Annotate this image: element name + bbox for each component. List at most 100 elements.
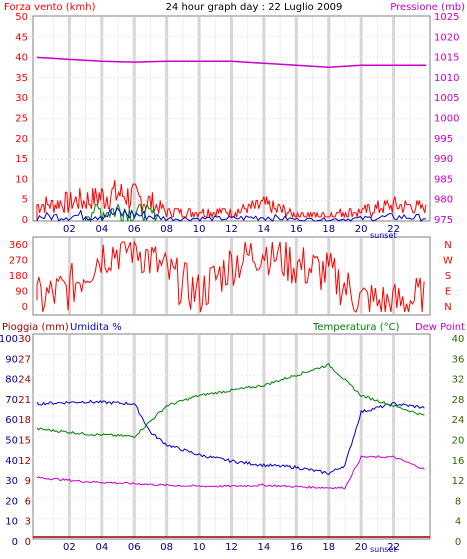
y-tick-label: 60 [5,415,18,426]
wind-axis-label: Forza vento (kmh) [4,2,96,13]
x-tick-label: 06 [128,224,141,235]
x-tick-label: 12 [225,542,238,553]
y-tick-label: 45 [15,32,28,43]
compass-label: E [445,287,451,298]
y-tick-label: 100 [0,334,18,345]
pressure-series [36,56,426,69]
y-tick-label: 21 [18,395,31,406]
compass-label: S [445,271,451,282]
y-tick-label: 40 [452,334,465,345]
x-tick-label: 08 [160,224,173,235]
y-tick-label: 18 [18,415,31,426]
y-tick-label: 8 [455,496,461,507]
y-tick-label: 270 [9,256,28,267]
wind-gust-series [36,179,427,221]
wind-low-series [36,206,426,222]
x-tick-label: 04 [95,542,108,553]
y-tick-label: 20 [452,436,465,447]
y-tick-label: 1005 [434,93,459,104]
y-tick-label: 35 [15,73,28,84]
x-tick-label: 06 [128,542,141,553]
y-tick-label: 985 [434,174,453,185]
wind-direction-series [36,240,425,313]
y-tick-label: 1020 [434,32,459,43]
y-tick-label: 12 [452,476,465,487]
humidity-axis-label: Umidita % [70,322,122,333]
y-tick-label: 50 [5,436,18,447]
y-tick-label: 1010 [434,73,459,84]
rain-axis-label: Pioggia (mm) [2,322,69,333]
y-tick-label: 27 [18,354,31,365]
sunset-label-bottom: sunset [370,545,397,554]
x-tick-label: 16 [290,224,303,235]
x-tick-label: 18 [322,224,335,235]
y-tick-label: 36 [452,354,465,365]
y-tick-label: 30 [5,476,18,487]
x-tick-label: 16 [290,542,303,553]
y-tick-label: 0 [25,537,31,548]
y-tick-label: 24 [452,415,465,426]
y-tick-label: 0 [22,302,28,313]
y-tick-label: 90 [15,287,28,298]
dewpoint-series [36,455,425,490]
x-tick-label: 04 [95,224,108,235]
x-tick-label: 18 [322,542,335,553]
sunset-label-top: sunset [370,231,397,240]
y-tick-label: 30 [15,93,28,104]
compass-label: N [444,302,451,313]
y-tick-label: 3 [25,517,31,528]
y-tick-label: 25 [15,114,28,125]
y-tick-label: 16 [452,456,465,467]
x-tick-label: 02 [63,224,76,235]
y-tick-label: 30 [18,334,31,345]
x-tick-label: 14 [258,542,271,553]
y-tick-label: 40 [15,53,28,64]
y-tick-label: 70 [5,395,18,406]
y-tick-label: 15 [18,436,31,447]
y-tick-label: 1015 [434,53,459,64]
x-tick-label: 08 [160,542,173,553]
y-tick-label: 9 [25,476,31,487]
compass-label: N [444,240,451,251]
y-tick-label: 10 [5,517,18,528]
x-tick-label: 22 [387,224,400,235]
temperature-series [36,362,425,439]
x-tick-label: 10 [193,224,206,235]
y-tick-label: 6 [25,496,31,507]
y-tick-label: 360 [9,240,28,251]
wind-avg-series [85,203,160,223]
y-tick-label: 15 [15,154,28,165]
x-tick-label: 12 [225,224,238,235]
x-tick-label: 14 [258,224,271,235]
y-tick-label: 20 [5,496,18,507]
x-tick-label: 20 [355,542,368,553]
y-tick-label: 20 [15,134,28,145]
compass-label: W [443,256,453,267]
y-tick-label: 990 [434,154,453,165]
humidity-series [36,399,425,476]
y-tick-label: 1000 [434,114,459,125]
y-tick-label: 50 [15,12,28,23]
y-tick-label: 12 [18,456,31,467]
pressure-axis-label: Pressione (mb) [390,2,465,13]
x-tick-label: 20 [355,224,368,235]
y-tick-label: 10 [15,174,28,185]
x-tick-label: 22 [387,542,400,553]
y-tick-label: 24 [18,375,31,386]
chart-title: 24 hour graph day : 22 Luglio 2009 [166,2,343,13]
y-tick-label: 980 [434,195,453,206]
y-tick-label: 5 [22,195,28,206]
y-tick-label: 80 [5,375,18,386]
y-tick-label: 975 [434,215,453,226]
y-tick-label: 995 [434,134,453,145]
y-tick-label: 180 [9,271,28,282]
y-tick-label: 0 [455,537,461,548]
temp-axis-label: Temperatura (°C) [312,322,400,333]
y-tick-label: 0 [22,215,28,226]
dew-axis-label: Dew Point [415,322,465,333]
x-tick-label: 02 [63,542,76,553]
y-tick-label: 1025 [434,12,459,23]
y-tick-label: 0 [12,537,18,548]
